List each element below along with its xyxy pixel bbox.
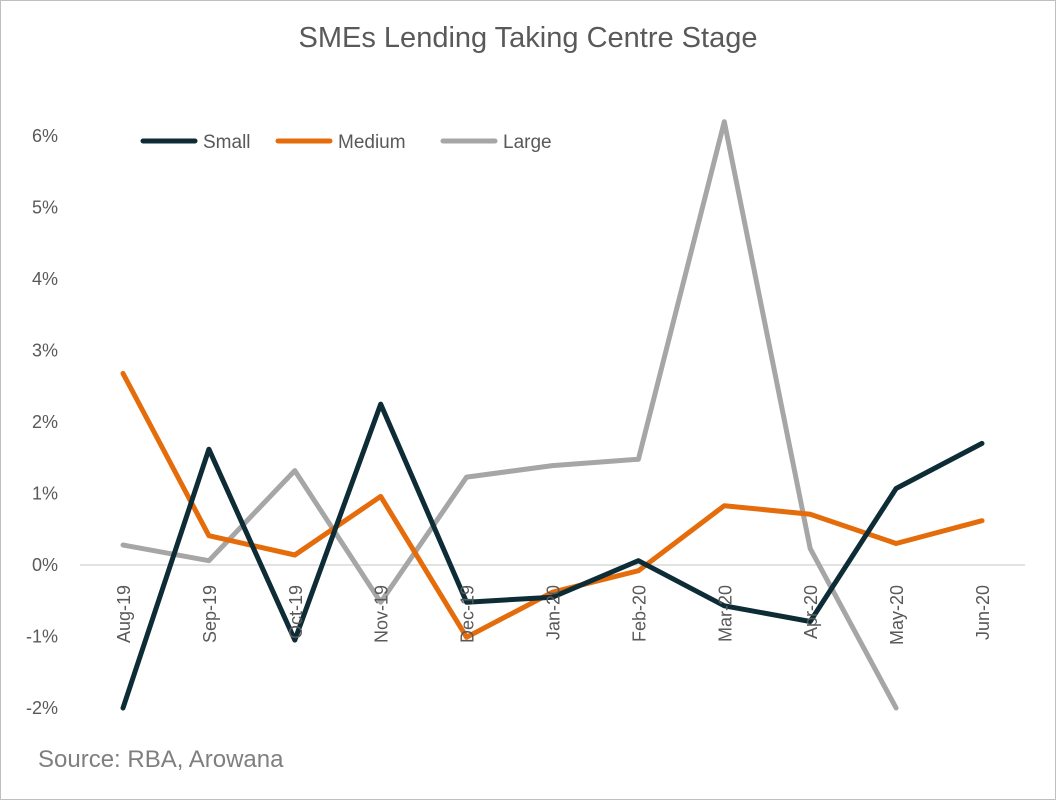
series-line-medium xyxy=(120,370,985,640)
series-line-large xyxy=(120,119,899,711)
series-line-small xyxy=(120,401,985,711)
y-tick-label: 0% xyxy=(32,555,58,575)
y-tick-label: 4% xyxy=(32,269,58,289)
x-tick-label: Dec-19 xyxy=(458,585,478,643)
x-tick-label: Nov-19 xyxy=(372,585,392,643)
legend-label-medium: Medium xyxy=(338,132,406,153)
legend-label-small: Small xyxy=(203,132,251,153)
chart-title: SMEs Lending Taking Centre Stage xyxy=(298,22,758,54)
x-tick-label: May-20 xyxy=(887,585,907,645)
x-tick-label: Aug-19 xyxy=(114,585,134,643)
y-tick-label: -1% xyxy=(26,627,58,647)
x-tick-label: Jan-20 xyxy=(544,585,564,640)
x-tick-label: Sep-19 xyxy=(200,585,220,643)
y-tick-label: 5% xyxy=(32,198,58,218)
y-tick-label: 6% xyxy=(32,126,58,146)
legend-label-large: Large xyxy=(503,132,552,153)
x-tick-label: Apr-20 xyxy=(801,585,821,639)
y-tick-label: -2% xyxy=(26,698,58,718)
x-tick-label: Jun-20 xyxy=(973,585,993,640)
x-tick-label: Mar-20 xyxy=(715,585,735,642)
y-tick-label: 3% xyxy=(32,341,58,361)
x-tick-label: Oct-19 xyxy=(286,585,306,639)
source-note: Source: RBA, Arowana xyxy=(38,746,284,773)
x-tick-label: Feb-20 xyxy=(629,585,649,642)
y-tick-label: 2% xyxy=(32,412,58,432)
y-tick-label: 1% xyxy=(32,484,58,504)
